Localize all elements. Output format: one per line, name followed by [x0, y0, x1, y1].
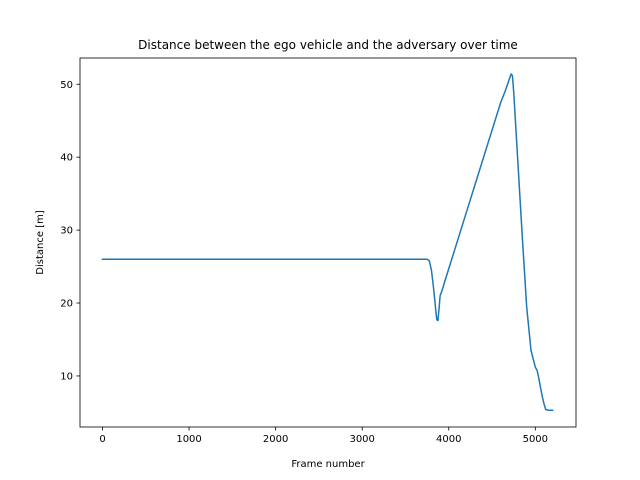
y-axis-label: Distance [m]: [35, 210, 46, 275]
y-tick-label: 40: [60, 153, 73, 164]
x-tick-label: 3000: [349, 434, 374, 445]
x-tick-label: 4000: [436, 434, 461, 445]
x-tick-label: 2000: [263, 434, 288, 445]
x-axis: 0 1000 2000 3000 4000 5000: [99, 427, 548, 445]
x-tick-label: 5000: [523, 434, 548, 445]
y-tick-label: 50: [60, 80, 73, 91]
x-tick-label: 0: [99, 434, 105, 445]
x-tick-label: 1000: [176, 434, 201, 445]
y-tick-label: 10: [60, 371, 73, 382]
series-group: [101, 73, 554, 411]
chart-title: Distance between the ego vehicle and the…: [138, 38, 518, 52]
plot-area: [79, 57, 577, 428]
x-axis-label: Frame number: [291, 459, 365, 470]
y-axis: 10 20 30 40 50: [60, 80, 80, 382]
series-line-0: [101, 73, 554, 411]
y-tick-label: 20: [60, 299, 73, 310]
y-tick-label: 30: [60, 226, 73, 237]
